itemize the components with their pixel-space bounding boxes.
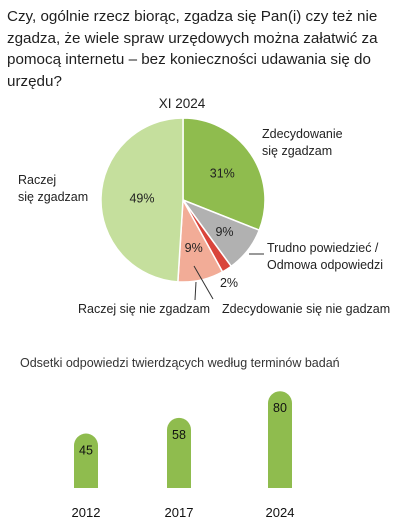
bar-category-label: 2024 (266, 505, 295, 520)
bar (74, 433, 98, 488)
pie-value-label: 2% (220, 276, 238, 290)
bar-category-label: 2017 (165, 505, 194, 520)
pie-slice-label: Odmowa odpowiedzi (267, 258, 383, 272)
bar-value-label: 45 (79, 444, 93, 458)
survey-question: Czy, ogólnie rzecz biorąc, zgadza się Pa… (7, 8, 378, 90)
bar (167, 417, 191, 488)
pie-slice-label: Raczej (18, 173, 56, 187)
pie-chart (100, 117, 266, 283)
bar-value-label: 58 (172, 428, 186, 442)
pie-slice-label: się zgadzam (262, 144, 332, 158)
pie-slice-label: Zdecydowanie (262, 127, 343, 141)
pie-title: XI 2024 (159, 96, 206, 111)
pie-value-label: 49% (129, 192, 154, 206)
pie-leader-line (193, 265, 214, 300)
pie-slice (182, 117, 266, 232)
bar-chart-title: Odsetki odpowiedzi twierdzących według t… (20, 356, 340, 370)
pie-slice-label: Trudno powiedzieć / (267, 241, 379, 255)
pie-value-label: 9% (185, 241, 203, 255)
pie-value-label: 9% (215, 225, 233, 239)
bar (268, 391, 292, 488)
pie-slice (100, 117, 184, 283)
pie-slice-label: Raczej się nie zgadzam (78, 302, 210, 316)
bar-chart: 45 2012 58 2017 80 2024 (72, 391, 295, 520)
pie-callouts: 31% Zdecydowanie się zgadzam 9% Trudno powie… (18, 127, 390, 316)
pie-slice-label: się zgadzam (18, 190, 88, 204)
pie-leader-line (194, 281, 197, 301)
pie-value-label: 31% (210, 166, 235, 180)
pie-slice-label: Zdecydowanie się nie gadzam (222, 302, 390, 316)
bar-value-label: 80 (273, 401, 287, 415)
bar-category-label: 2012 (72, 505, 101, 520)
